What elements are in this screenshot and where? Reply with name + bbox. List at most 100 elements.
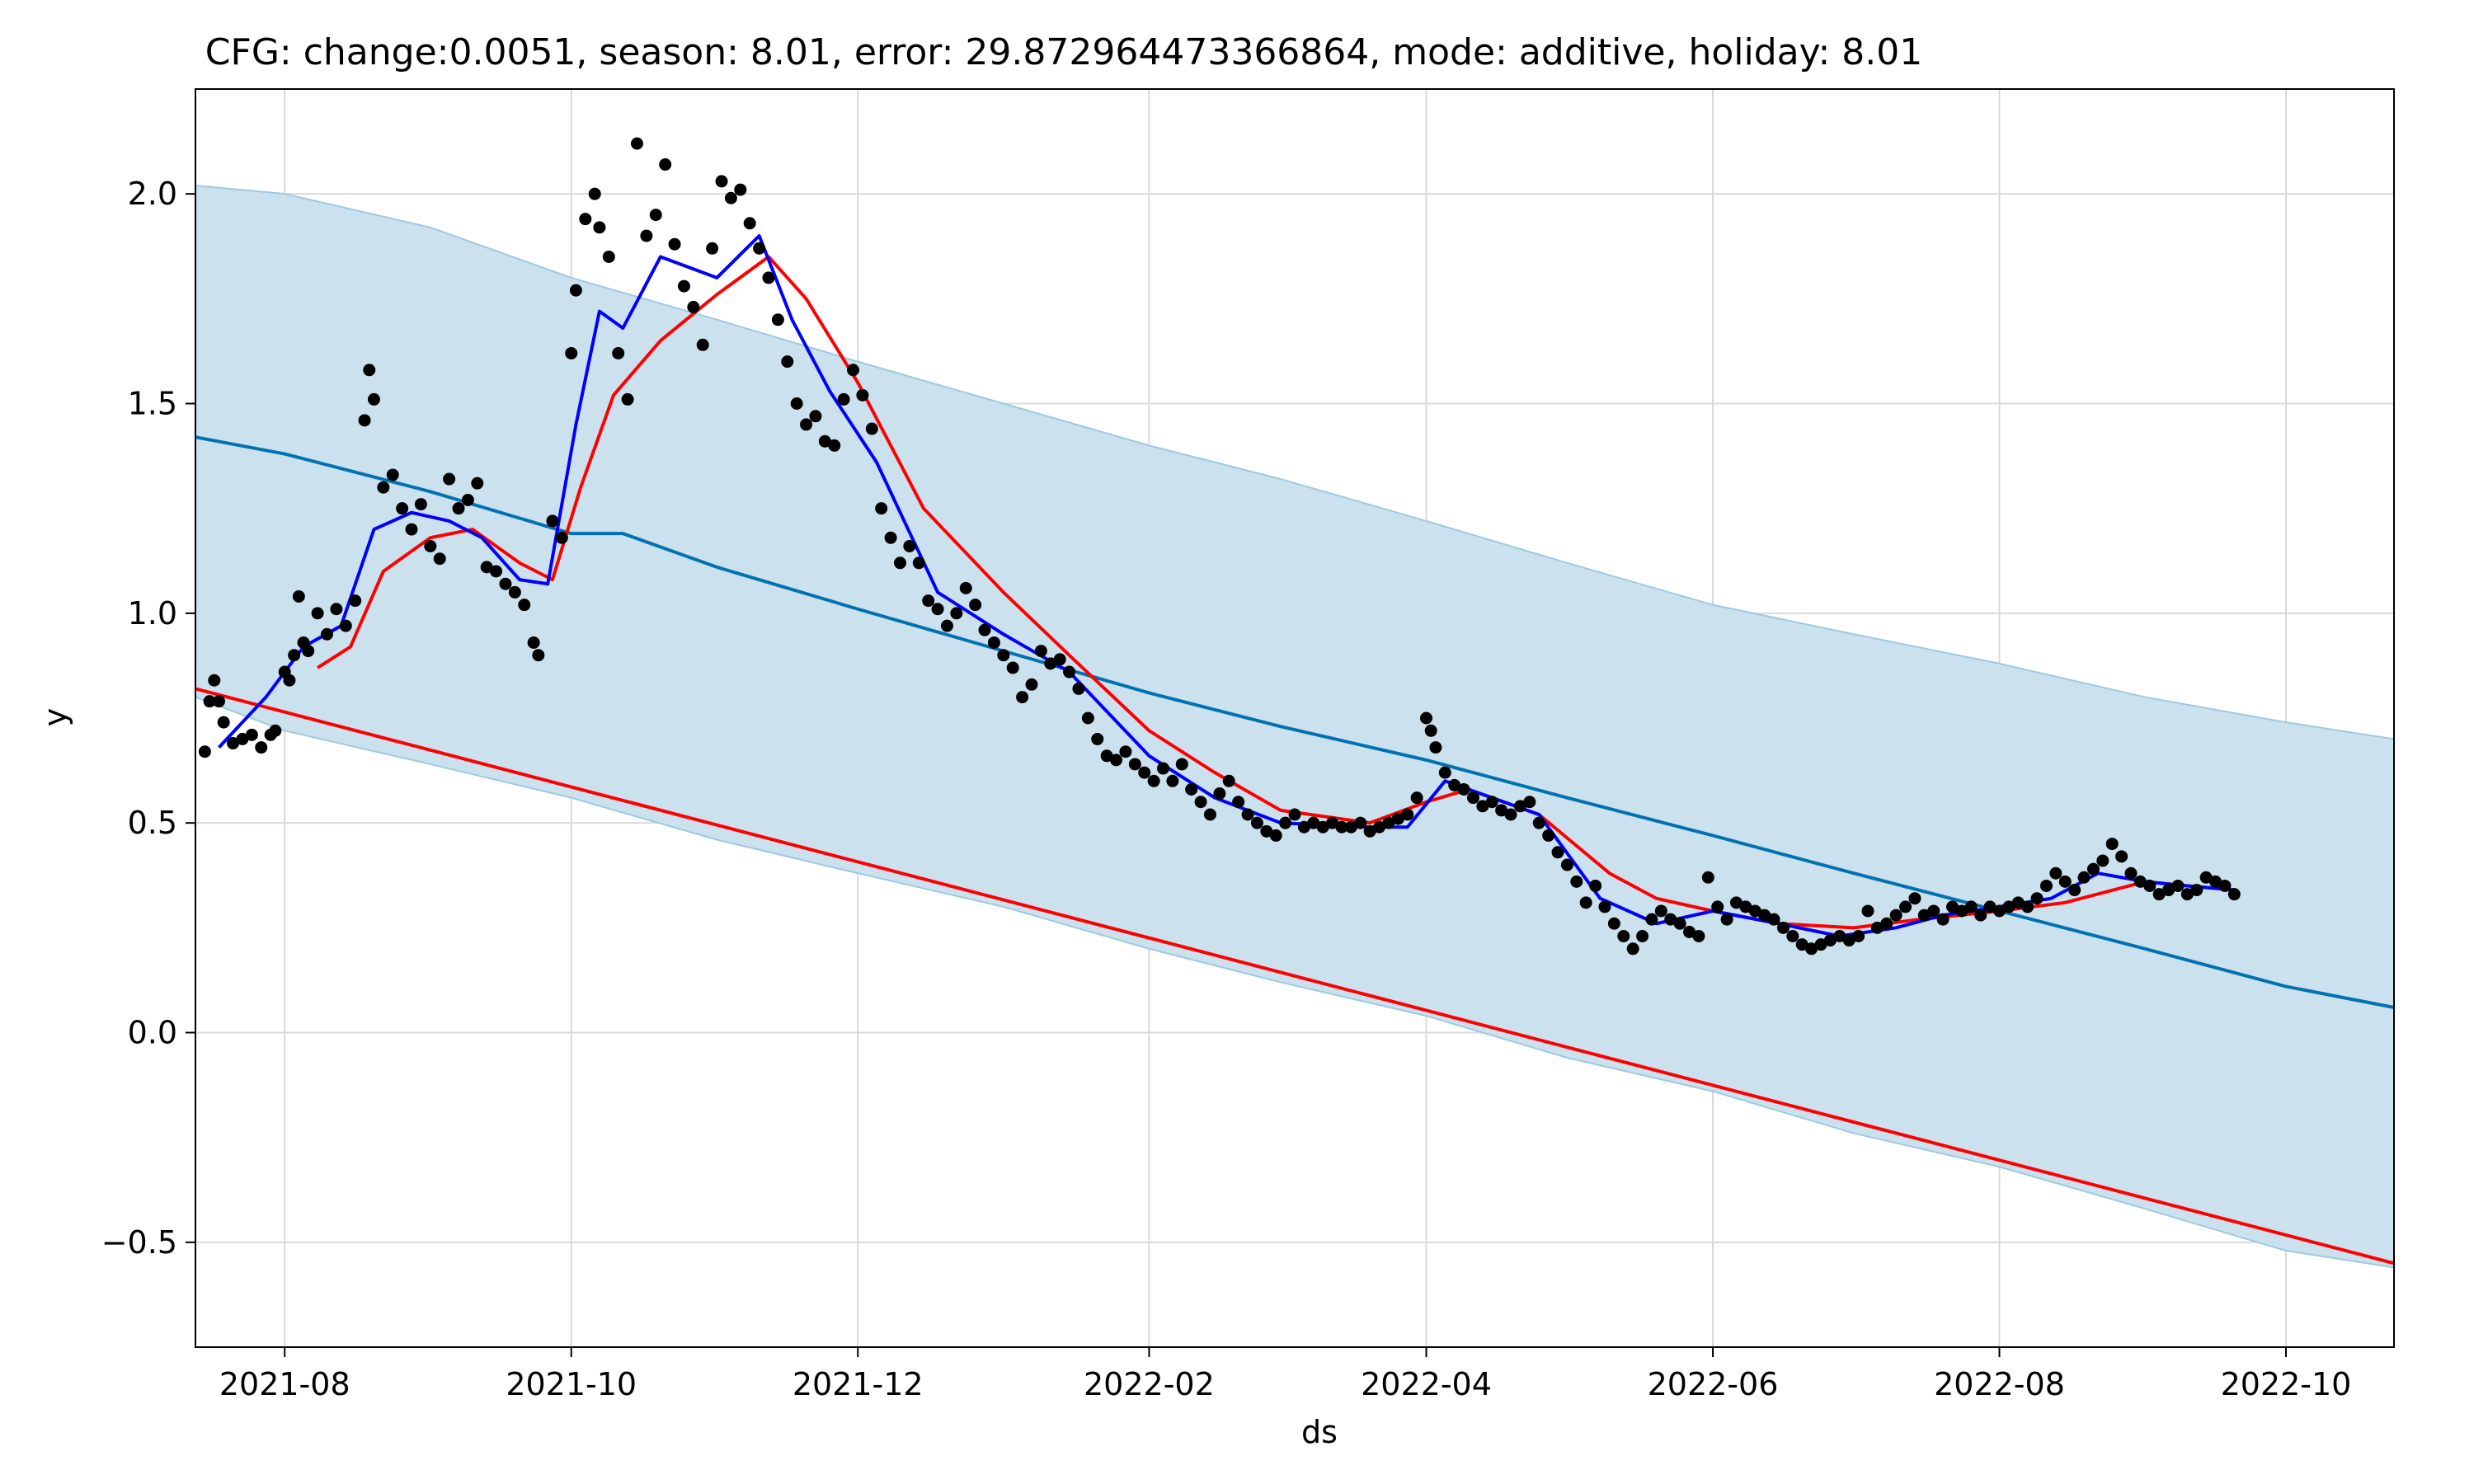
observed-point <box>931 603 944 616</box>
observed-point <box>1870 921 1884 934</box>
observed-point <box>386 468 399 481</box>
observed-point <box>1194 796 1207 809</box>
observed-point <box>1344 820 1357 834</box>
observed-point <box>363 364 376 377</box>
observed-point <box>1100 749 1113 763</box>
observed-point <box>579 213 592 226</box>
observed-point <box>424 539 437 552</box>
observed-point <box>2105 838 2119 851</box>
observed-point <box>227 737 240 750</box>
observed-point <box>1532 816 1545 829</box>
observed-point <box>1072 682 1085 695</box>
observed-point <box>212 695 225 708</box>
observed-point <box>1232 796 1245 809</box>
x-tick-label: 2022-06 <box>1648 1366 1779 1402</box>
observed-point <box>546 514 559 528</box>
observed-point <box>2199 871 2213 884</box>
observed-point <box>1448 778 1461 791</box>
observed-point <box>1805 942 1818 956</box>
observed-point <box>1852 930 1865 943</box>
observed-point <box>1842 934 1856 947</box>
observed-point <box>969 599 982 612</box>
observed-point <box>2124 866 2138 880</box>
observed-point <box>2162 884 2175 897</box>
observed-point <box>1786 930 1799 943</box>
x-axis-label: ds <box>1301 1414 1338 1450</box>
observed-point <box>518 599 531 612</box>
observed-point <box>753 242 766 255</box>
observed-point <box>630 137 643 150</box>
observed-point <box>1645 913 1658 926</box>
observed-point <box>2180 888 2194 901</box>
observed-point <box>1410 791 1423 805</box>
observed-point <box>1955 904 1968 918</box>
observed-point <box>2143 879 2157 892</box>
observed-point <box>621 392 634 406</box>
observed-point <box>1147 774 1160 787</box>
observed-point <box>677 279 690 293</box>
observed-point <box>1711 900 1724 913</box>
observed-point <box>1156 762 1169 775</box>
observed-point <box>809 410 822 423</box>
observed-point <box>288 649 301 662</box>
uncertainty-band-upper-edge <box>195 184 2395 740</box>
observed-point <box>2152 888 2166 901</box>
observed-point <box>1523 796 1536 809</box>
observed-point <box>1636 930 1649 943</box>
x-tick-label: 2022-02 <box>1084 1366 1215 1402</box>
observed-point <box>1354 816 1367 829</box>
observed-point <box>1664 913 1677 926</box>
observed-point <box>1767 913 1780 926</box>
observed-point <box>2227 888 2241 901</box>
observed-point <box>2011 896 2025 909</box>
observed-point <box>922 594 935 608</box>
x-tick-label: 2022-10 <box>2221 1366 2352 1402</box>
observed-point <box>508 585 521 599</box>
observed-point <box>1992 904 2006 918</box>
observed-point <box>1429 741 1442 754</box>
observed-point <box>1889 909 1903 922</box>
observed-point <box>1166 774 1179 787</box>
x-tick-label: 2022-08 <box>1934 1366 2065 1402</box>
observed-point <box>1513 800 1526 813</box>
observed-point <box>1373 820 1386 834</box>
observed-point <box>1908 892 1921 905</box>
observed-point <box>724 191 737 204</box>
observed-point <box>1579 896 1592 909</box>
observed-point <box>1128 758 1141 771</box>
observed-point <box>715 175 728 188</box>
observed-point <box>1776 921 1790 934</box>
observed-point <box>1683 925 1696 938</box>
observed-point <box>1617 930 1630 943</box>
observed-point <box>1044 657 1057 670</box>
observed-point <box>1363 824 1376 838</box>
observed-point <box>659 158 672 171</box>
observed-point <box>405 523 418 536</box>
observed-point <box>569 284 582 297</box>
observed-point <box>414 498 427 511</box>
observed-point <box>1382 816 1395 829</box>
observed-point <box>1551 846 1564 859</box>
observed-point <box>1110 754 1123 767</box>
x-tick-label: 2021-08 <box>219 1366 350 1402</box>
observed-point <box>1739 900 1752 913</box>
observed-point <box>1917 909 1931 922</box>
observed-point <box>790 397 803 410</box>
observed-point <box>367 392 380 406</box>
observed-point <box>1729 896 1743 909</box>
observed-point <box>2218 879 2232 892</box>
observed-point <box>2068 884 2081 897</box>
observed-point <box>461 493 474 506</box>
observed-point <box>875 502 888 515</box>
observed-point <box>1335 820 1348 834</box>
observed-point <box>565 346 578 359</box>
observed-point <box>2030 892 2044 905</box>
observed-point <box>800 418 813 431</box>
observed-point <box>292 589 305 603</box>
observed-point <box>1504 808 1517 821</box>
observed-point <box>302 645 315 658</box>
observed-point <box>1203 808 1216 821</box>
observed-point <box>1288 808 1301 821</box>
observed-point <box>1185 782 1198 796</box>
observed-point <box>2190 884 2204 897</box>
